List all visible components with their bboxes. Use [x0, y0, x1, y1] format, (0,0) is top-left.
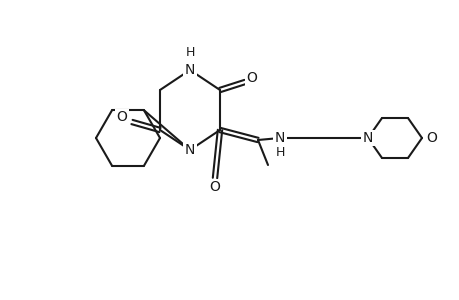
Text: N: N: [274, 131, 285, 145]
Text: O: O: [116, 110, 127, 124]
Text: H: H: [275, 146, 284, 158]
Text: H: H: [185, 46, 194, 59]
Text: O: O: [425, 131, 437, 145]
Text: O: O: [246, 71, 257, 85]
Text: N: N: [185, 63, 195, 77]
Text: N: N: [362, 131, 372, 145]
Text: O: O: [209, 180, 220, 194]
Text: N: N: [185, 143, 195, 157]
